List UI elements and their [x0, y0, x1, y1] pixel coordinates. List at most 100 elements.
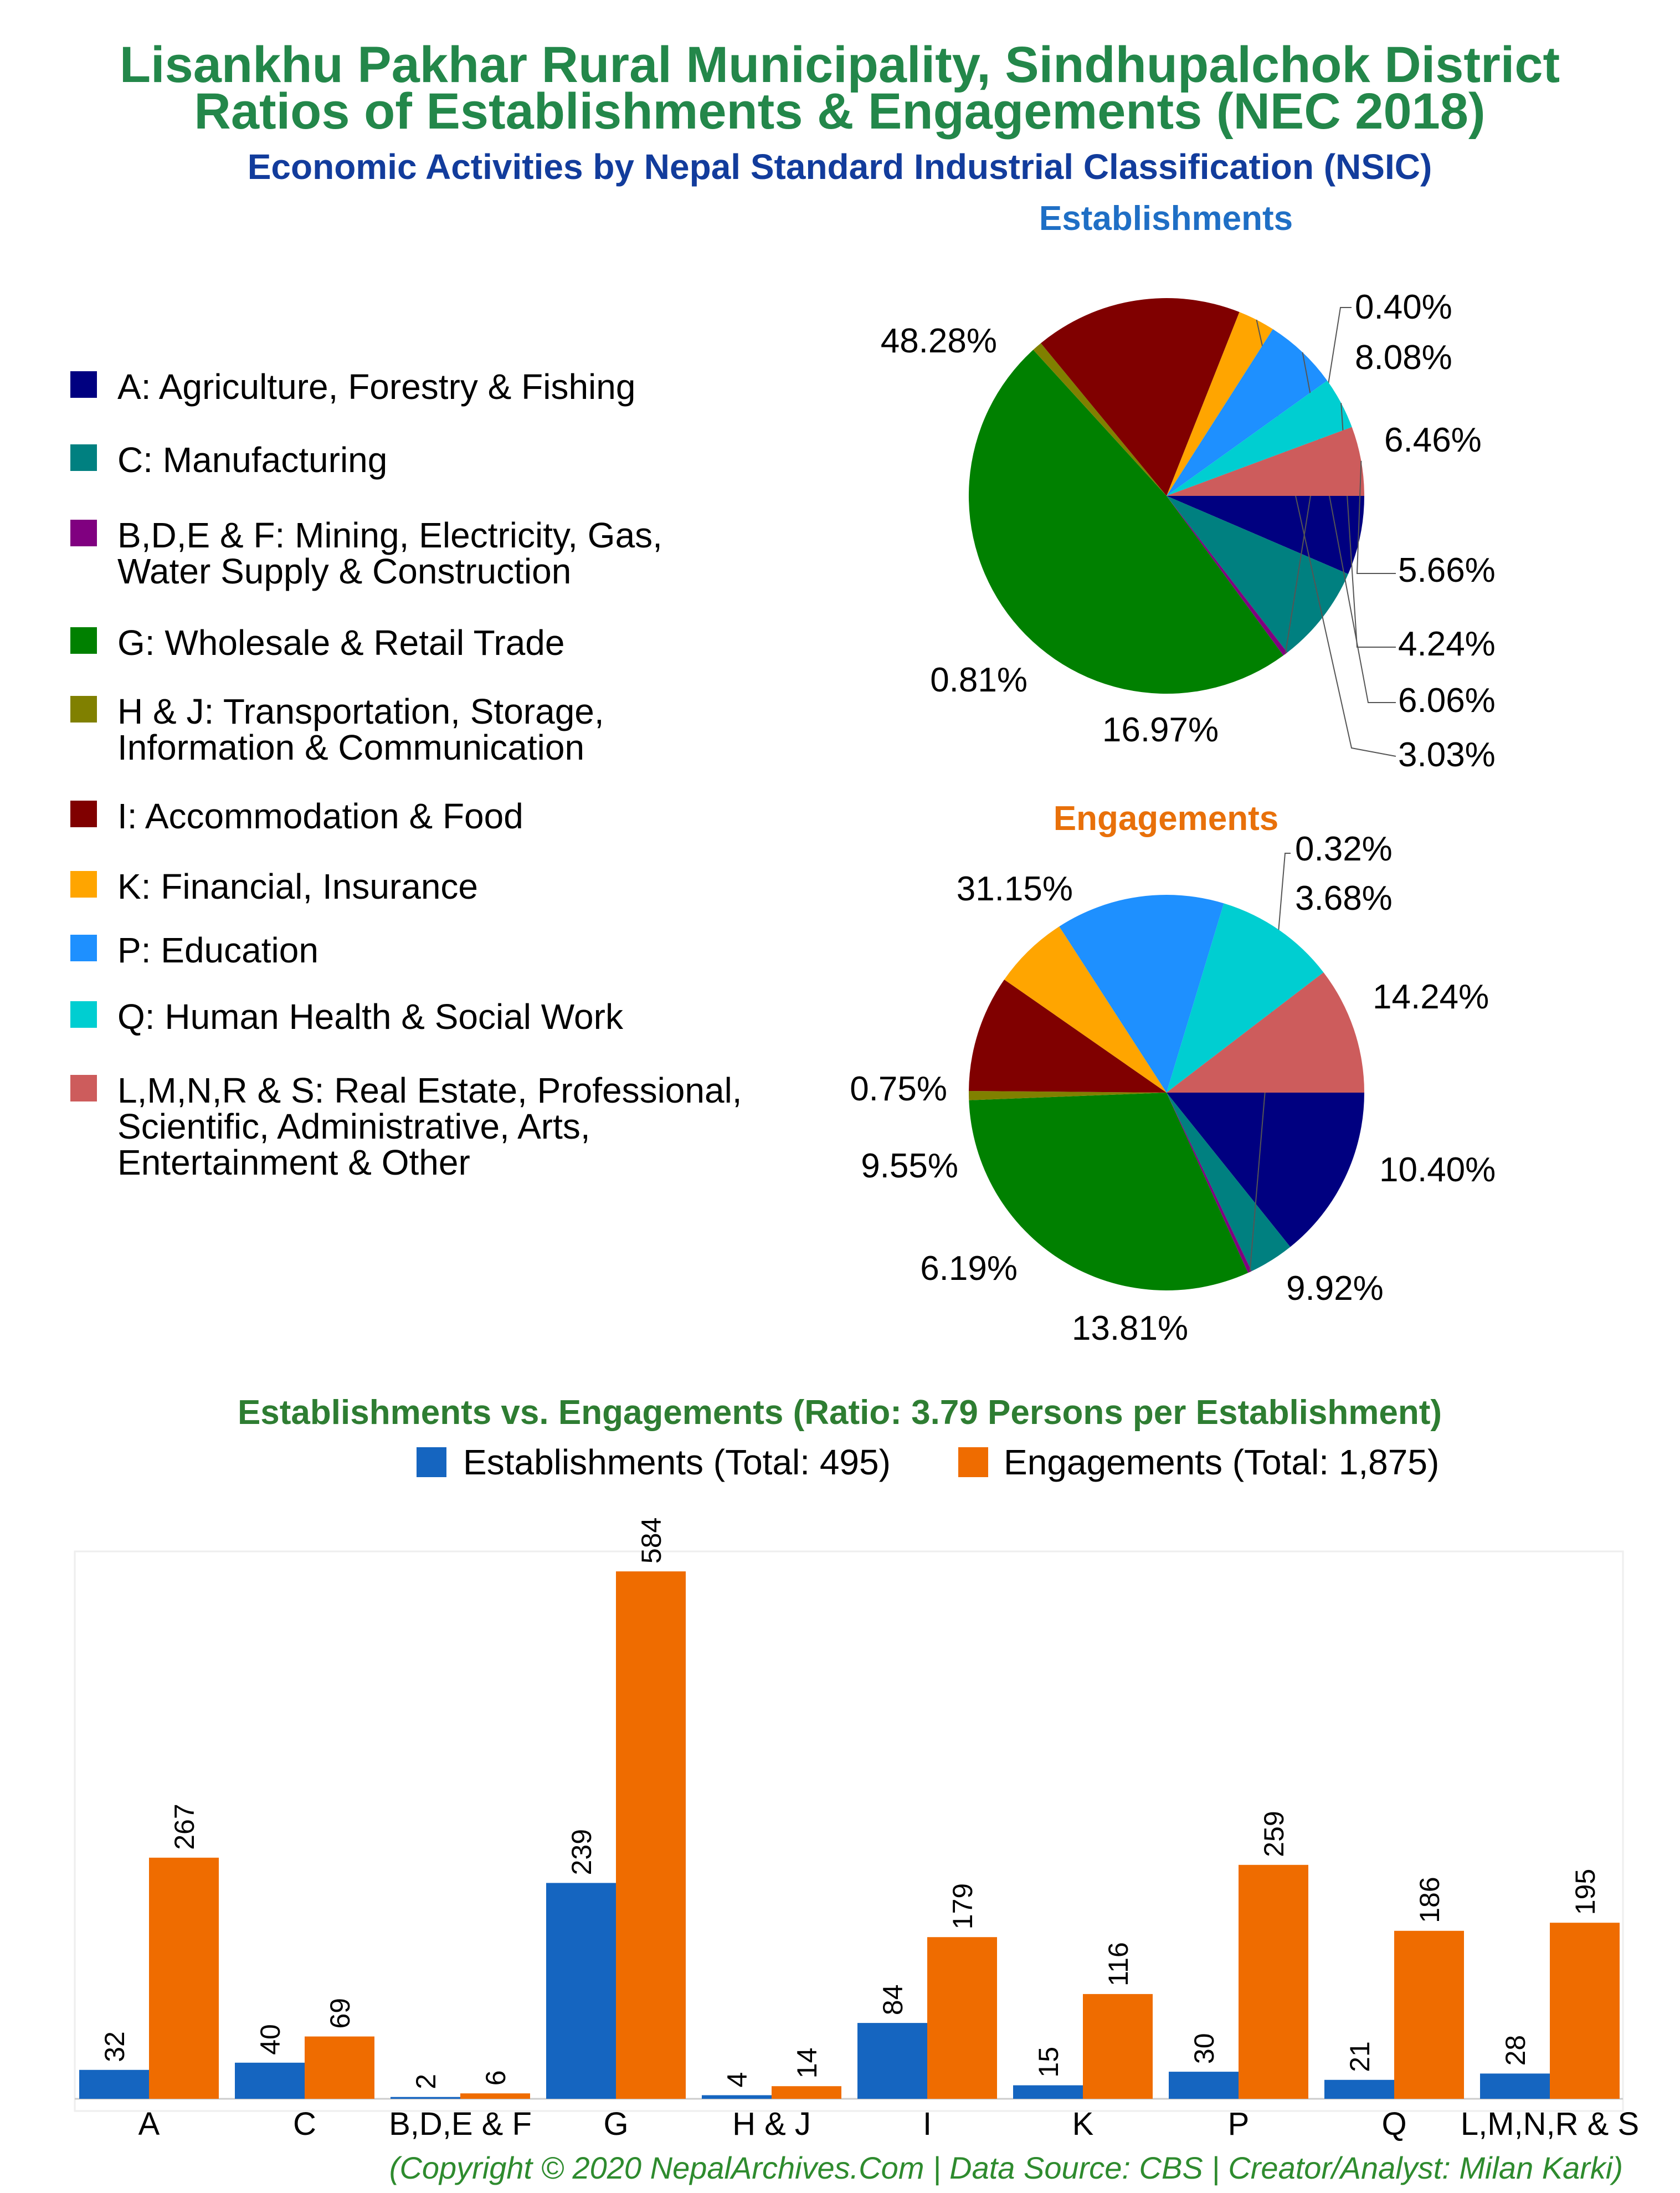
legend-label-1-0: C: Manufacturing [117, 440, 387, 480]
x-tick-label-1: C [293, 2106, 316, 2142]
pie-slice-8 [1167, 903, 1324, 1093]
pie-label-1: 3.68% [1295, 879, 1393, 918]
pie-label-8: 4.24% [1398, 625, 1496, 663]
legend-swatch-8 [70, 1001, 97, 1028]
bar-engagements-8 [1394, 1930, 1464, 2099]
pie-slice-2 [1167, 496, 1288, 656]
bar-establishments-9 [1480, 2073, 1550, 2099]
legend-label-7-0: P: Education [117, 930, 318, 970]
pie-label-5: 16.97% [1102, 711, 1219, 749]
x-tick-label-4: H & J [732, 2106, 811, 2142]
pie-slice-9 [1167, 427, 1364, 496]
pie-leader-2 [1249, 853, 1291, 1272]
bar-establishments-6 [1013, 2085, 1083, 2099]
pie-label-2: 0.40% [1355, 288, 1452, 326]
pie-leader-9 [1356, 460, 1396, 574]
pie-slice-2 [1167, 1093, 1252, 1273]
category-legend: A: Agriculture, Forestry & Fishing C: Man… [70, 367, 742, 1182]
pie-label-4: 0.81% [930, 661, 1027, 699]
engagements-pie: 14.24% 3.68% 0.32% 31.15% 0.75% 9.55% 6.19% 13.… [850, 830, 1496, 1347]
bar-value-label-0-4: 4 [722, 2072, 753, 2088]
legend-label-engagements: Engagements (Total: 1,875) [1004, 1442, 1439, 1482]
establishments-pie-title: Establishments [1039, 199, 1293, 238]
pie-slice-6 [1004, 926, 1167, 1093]
pie-slice-3 [968, 350, 1283, 694]
legend-label-6-0: K: Financial, Insurance [117, 867, 478, 906]
legend-swatch-5 [70, 801, 97, 827]
legend-label-9-0: L,M,N,R & S: Real Estate, Professional, [117, 1070, 742, 1110]
pie-label-9: 10.40% [1379, 1151, 1496, 1189]
bar-establishments-0 [79, 2069, 149, 2099]
pie-label-1: 8.08% [1355, 339, 1452, 377]
bar-establishments-7 [1169, 2072, 1239, 2099]
bar-value-label-1-8: 186 [1414, 1877, 1445, 1923]
legend-label-3-0: G: Wholesale & Retail Trade [117, 623, 564, 663]
bar-establishments-8 [1324, 2079, 1394, 2099]
pie-label-6: 3.03% [1398, 736, 1496, 774]
bar-value-label-1-4: 14 [792, 2048, 823, 2079]
bar-engagements-7 [1239, 1864, 1308, 2099]
x-tick-label-6: K [1072, 2106, 1094, 2142]
x-tick-label-9: L,M,N,R & S [1461, 2106, 1639, 2142]
establishments-pie: 6.46% 8.08% 0.40% 48.28% 0.81% 16.97% 3.03% 6.0… [881, 288, 1496, 774]
legend-swatch-6 [70, 871, 97, 898]
legend-label-4-0: H & J: Transportation, Storage, [117, 691, 604, 731]
x-tick-label-3: G [603, 2106, 628, 2142]
page-subtitle: Economic Activities by Nepal Standard In… [248, 147, 1432, 187]
pie-slice-9 [1167, 972, 1364, 1093]
pie-leader-2 [1285, 307, 1352, 654]
x-tick-label-2: B,D,E & F [389, 2106, 532, 2142]
pie-label-6: 6.19% [920, 1249, 1018, 1288]
pie-slice-3 [969, 1093, 1249, 1290]
x-tick-label-5: I [923, 2106, 932, 2142]
bar-establishments-4 [702, 2095, 772, 2099]
bar-value-label-0-0: 32 [99, 2031, 130, 2062]
bar-value-label-0-3: 239 [566, 1829, 597, 1875]
pie-label-3: 31.15% [957, 870, 1073, 908]
pie-slice-1 [1167, 1093, 1291, 1272]
bar-engagements-1 [305, 2036, 374, 2099]
pie-label-5: 9.55% [861, 1147, 958, 1185]
bar-value-label-0-2: 2 [410, 2074, 441, 2089]
legend-label-9-2: Entertainment & Other [117, 1142, 470, 1182]
legend-label-9-1: Scientific, Administrative, Arts, [117, 1106, 590, 1146]
legend-swatch-establishments [417, 1447, 446, 1477]
bar-value-label-0-8: 21 [1344, 2041, 1375, 2072]
bar-establishments-1 [235, 2062, 305, 2099]
bar-value-label-0-7: 30 [1189, 2033, 1220, 2064]
pie-slice-6 [1167, 312, 1273, 496]
bar-establishments-2 [391, 2097, 460, 2099]
legend-swatch-0 [70, 371, 97, 398]
legend-label-4-1: Information & Communication [117, 727, 584, 767]
legend-swatch-engagements [958, 1447, 988, 1477]
legend-swatch-9 [70, 1075, 97, 1101]
bar-value-label-0-6: 15 [1033, 2047, 1064, 2078]
bar-engagements-0 [149, 1857, 219, 2099]
bar-establishments-3 [546, 1883, 616, 2099]
bar-value-label-0-9: 28 [1500, 2035, 1531, 2066]
bar-value-label-1-3: 584 [636, 1518, 667, 1564]
pie-slice-7 [1059, 895, 1224, 1093]
pie-slice-0 [1167, 1093, 1364, 1247]
bar-value-label-0-1: 40 [255, 2024, 286, 2055]
footer-copyright: (Copyright © 2020 NepalArchives.Com | Da… [389, 2150, 1623, 2186]
legend-label-2-0: B,D,E & F: Mining, Electricity, Gas, [117, 515, 662, 555]
bar-value-label-0-5: 84 [877, 1984, 908, 2015]
pie-label-7: 6.06% [1398, 682, 1496, 720]
bar-engagements-4 [772, 2086, 841, 2099]
legend-swatch-4 [70, 696, 97, 723]
bar-value-label-1-5: 179 [947, 1883, 978, 1929]
bar-chart: 32 267 A 40 69 C 2 6 B,D,E & F 239 584 G 4 14 H & J 84 1… [75, 1518, 1639, 2142]
pie-label-2: 0.32% [1295, 830, 1393, 868]
legend-swatch-3 [70, 627, 97, 654]
x-tick-label-7: P [1228, 2106, 1250, 2142]
x-tick-label-8: Q [1381, 2106, 1406, 2142]
legend-label-establishments: Establishments (Total: 495) [463, 1442, 891, 1482]
pie-label-4: 0.75% [850, 1070, 947, 1108]
pie-label-9: 5.66% [1398, 551, 1496, 590]
pie-slice-4 [1033, 343, 1167, 496]
bar-value-label-1-7: 259 [1258, 1811, 1289, 1857]
pie-slice-5 [1041, 298, 1240, 496]
bar-value-label-1-0: 267 [169, 1803, 200, 1849]
